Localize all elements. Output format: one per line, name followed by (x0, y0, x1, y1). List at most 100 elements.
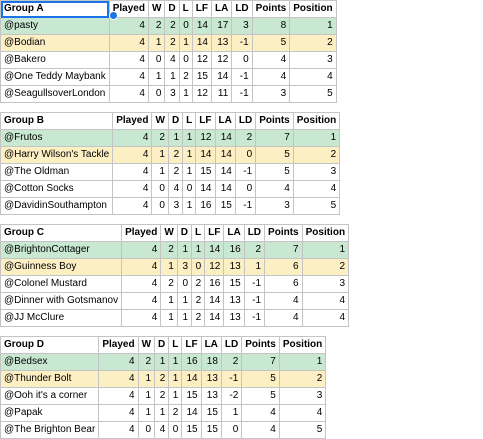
stat-cell[interactable]: 3 (289, 51, 337, 69)
stat-cell[interactable]: 4 (98, 387, 139, 405)
team-name-cell[interactable]: @JJ McClure (0, 309, 123, 327)
stat-cell[interactable]: 16 (181, 353, 202, 371)
stat-cell[interactable]: 1 (289, 17, 337, 35)
column-header-cell[interactable]: LA (223, 224, 245, 242)
stat-cell[interactable]: 2 (234, 129, 257, 147)
stat-cell[interactable]: 4 (289, 68, 337, 86)
column-header-cell[interactable]: LF (191, 0, 212, 18)
stat-cell[interactable]: 3 (176, 258, 193, 276)
stat-cell[interactable]: 0 (191, 258, 206, 276)
column-header-cell[interactable]: Position (301, 224, 350, 242)
stat-cell[interactable]: 1 (137, 387, 156, 405)
stat-cell[interactable]: 3 (251, 85, 291, 103)
stat-cell[interactable]: 2 (168, 404, 183, 422)
stat-cell[interactable]: 18 (200, 353, 222, 371)
stat-cell[interactable]: 15 (181, 387, 202, 405)
stat-cell[interactable]: 6 (264, 258, 303, 276)
team-name-cell[interactable]: @Bakero (0, 51, 110, 69)
stat-cell[interactable]: 1 (167, 129, 184, 147)
stat-cell[interactable]: 4 (251, 51, 291, 69)
group-name-cell[interactable]: Group D (0, 336, 100, 354)
team-name-cell[interactable]: @pasty (0, 17, 110, 35)
group-name-cell[interactable]: Group C (0, 224, 123, 242)
stat-cell[interactable]: 14 (214, 129, 236, 147)
column-header-cell[interactable]: Points (264, 224, 303, 242)
stat-cell[interactable]: 0 (178, 17, 193, 35)
stat-cell[interactable]: 12 (204, 258, 225, 276)
column-header-cell[interactable]: Points (251, 0, 291, 18)
stat-cell[interactable]: 1 (160, 292, 178, 310)
column-header-cell[interactable]: LD (243, 224, 266, 242)
stat-cell[interactable]: 14 (214, 146, 236, 164)
stat-cell[interactable]: 2 (164, 17, 180, 35)
stat-cell[interactable]: 1 (147, 68, 166, 86)
stat-cell[interactable]: 15 (214, 197, 236, 215)
stat-cell[interactable]: 3 (231, 17, 253, 35)
stat-cell[interactable]: 2 (160, 275, 178, 293)
team-name-cell[interactable]: @The Oldman (0, 163, 114, 181)
stat-cell[interactable]: 1 (154, 404, 170, 422)
stat-cell[interactable]: 14 (181, 404, 202, 422)
stat-cell[interactable]: 1 (182, 129, 197, 147)
stat-cell[interactable]: 1 (178, 85, 193, 103)
stat-cell[interactable]: 2 (191, 292, 206, 310)
stat-cell[interactable]: 4 (112, 180, 153, 198)
stat-cell[interactable]: 13 (223, 309, 245, 327)
stat-cell[interactable]: 2 (278, 370, 327, 388)
stat-cell[interactable]: 14 (210, 68, 233, 86)
stat-cell[interactable]: 4 (112, 129, 153, 147)
team-name-cell[interactable]: @DavidinSouthampton (0, 197, 114, 215)
stat-cell[interactable]: 2 (191, 309, 206, 327)
stat-cell[interactable]: 14 (214, 180, 236, 198)
stat-cell[interactable]: 1 (137, 370, 156, 388)
stat-cell[interactable]: 4 (301, 292, 350, 310)
column-header-cell[interactable]: L (168, 336, 183, 354)
stat-cell[interactable]: 13 (210, 34, 233, 52)
column-header-cell[interactable]: LA (214, 112, 236, 130)
team-name-cell[interactable]: @Ooh it's a corner (0, 387, 100, 405)
stat-cell[interactable]: 5 (241, 370, 280, 388)
stat-cell[interactable]: 2 (289, 34, 337, 52)
column-header-cell[interactable]: W (151, 112, 169, 130)
stat-cell[interactable]: 1 (178, 34, 193, 52)
column-header-cell[interactable]: Points (241, 336, 280, 354)
stat-cell[interactable]: 8 (251, 17, 291, 35)
column-header-cell[interactable]: LD (231, 0, 253, 18)
stat-cell[interactable]: 5 (292, 197, 341, 215)
stat-cell[interactable]: 2 (151, 129, 169, 147)
stat-cell[interactable]: 1 (160, 258, 178, 276)
team-name-cell[interactable]: @One Teddy Maybank (0, 68, 110, 86)
stat-cell[interactable]: 1 (151, 163, 169, 181)
selection-fill-handle[interactable] (109, 11, 118, 20)
stat-cell[interactable]: 17 (210, 17, 233, 35)
team-name-cell[interactable]: @Bodian (0, 34, 110, 52)
stat-cell[interactable]: 12 (191, 85, 212, 103)
column-header-cell[interactable]: L (178, 0, 193, 18)
stat-cell[interactable]: 4 (112, 146, 153, 164)
column-header-cell[interactable]: LA (200, 336, 222, 354)
stat-cell[interactable]: 2 (164, 34, 180, 52)
column-header-cell[interactable]: D (164, 0, 180, 18)
stat-cell[interactable]: 0 (176, 275, 193, 293)
stat-cell[interactable]: 4 (108, 85, 149, 103)
team-name-cell[interactable]: @Papak (0, 404, 100, 422)
stat-cell[interactable]: 4 (108, 34, 149, 52)
stat-cell[interactable]: -1 (220, 370, 243, 388)
stat-cell[interactable]: 14 (191, 34, 212, 52)
stat-cell[interactable]: 0 (231, 51, 253, 69)
stat-cell[interactable]: 4 (264, 292, 303, 310)
column-header-cell[interactable]: D (176, 224, 193, 242)
stat-cell[interactable]: 3 (292, 163, 341, 181)
team-name-cell[interactable]: @Bedsex (0, 353, 100, 371)
stat-cell[interactable]: 7 (241, 353, 280, 371)
stat-cell[interactable]: 4 (241, 404, 280, 422)
stat-cell[interactable]: 0 (182, 180, 197, 198)
stat-cell[interactable]: 14 (195, 146, 216, 164)
stat-cell[interactable]: 15 (191, 68, 212, 86)
stat-cell[interactable]: 6 (264, 275, 303, 293)
stat-cell[interactable]: 4 (264, 309, 303, 327)
stat-cell[interactable]: -1 (243, 309, 266, 327)
stat-cell[interactable]: 1 (154, 353, 170, 371)
stat-cell[interactable]: -1 (231, 85, 253, 103)
stat-cell[interactable]: 4 (112, 197, 153, 215)
